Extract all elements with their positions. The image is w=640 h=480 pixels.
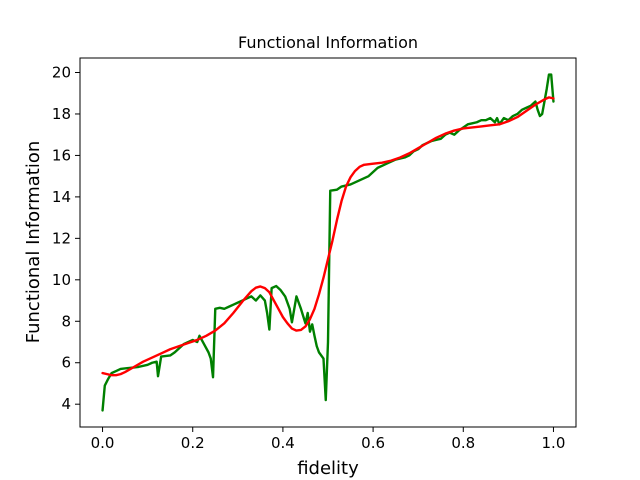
y-tick-label: 10	[52, 271, 71, 289]
y-tick-label: 12	[52, 229, 71, 247]
x-axis-label: fidelity	[297, 458, 359, 479]
x-tick-label: 0.0	[91, 434, 115, 452]
x-tick-label: 1.0	[542, 434, 566, 452]
y-tick-label: 20	[52, 64, 71, 82]
y-tick-label: 16	[52, 146, 71, 164]
series-line-2	[101, 96, 555, 377]
y-tick-label: 8	[61, 312, 71, 330]
x-tick-label: 0.6	[361, 434, 385, 452]
y-tick-label: 4	[61, 395, 71, 413]
y-tick-label: 14	[52, 188, 71, 206]
chart-title: Functional Information	[238, 33, 418, 52]
x-tick-label: 0.8	[451, 434, 475, 452]
plot-frame	[79, 57, 577, 428]
plot-area: 0.0 0.2 0.4 0.6 0.8 1.0 4 6 8 10 12 14 16 18 20	[52, 57, 577, 452]
y-tick-label: 6	[61, 354, 71, 372]
y-axis-label: Functional Information	[23, 141, 44, 344]
x-tick-label: 0.4	[271, 434, 295, 452]
y-tick-label: 18	[52, 105, 71, 123]
x-tick-label: 0.2	[181, 434, 205, 452]
